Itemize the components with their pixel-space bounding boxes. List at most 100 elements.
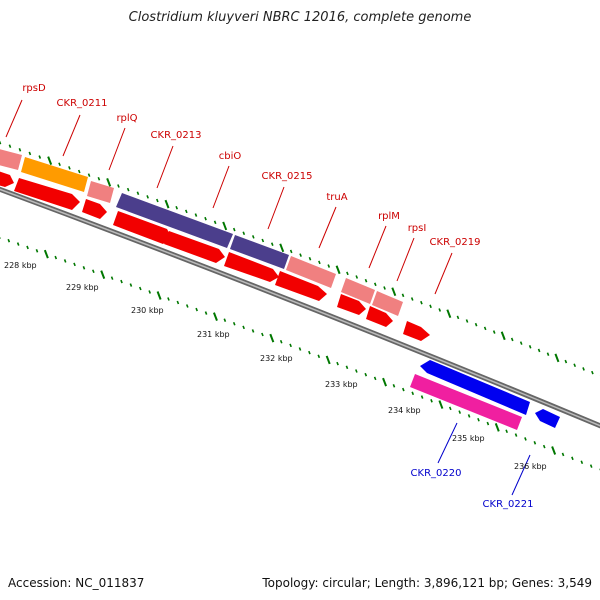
gene-label-rpsI[interactable]: rpsI	[408, 223, 427, 234]
minor-tick	[298, 347, 302, 351]
gene-label-rplQ[interactable]: rplQ	[116, 113, 137, 124]
major-tick	[212, 312, 218, 321]
gene-label-cbiO[interactable]: cbiO	[219, 151, 242, 162]
gene-label-rpsD[interactable]: rpsD	[22, 83, 46, 94]
minor-tick	[63, 259, 67, 263]
minor-tick	[68, 166, 71, 170]
minor-tick	[573, 363, 577, 368]
gene-block-rplQ[interactable]	[87, 181, 114, 203]
minor-tick	[308, 256, 312, 261]
minor-tick	[317, 354, 321, 359]
kbp-label: 234 kbp	[388, 406, 421, 415]
minor-tick	[232, 321, 236, 326]
major-tick	[269, 333, 275, 343]
gene-block-CKR_0213[interactable]	[116, 193, 233, 248]
gene-label-CKR_0219[interactable]: CKR_0219	[430, 237, 481, 248]
minor-tick	[195, 307, 198, 312]
genome-backbone	[0, 186, 600, 429]
label-leader-lines	[5, 99, 531, 496]
minor-tick	[510, 337, 514, 342]
inner-tick-ring	[0, 236, 600, 471]
minor-tick	[401, 293, 405, 298]
minor-tick	[77, 169, 81, 174]
minor-tick	[261, 332, 264, 337]
minor-tick	[138, 286, 142, 291]
gene-label-truA[interactable]: truA	[326, 192, 347, 203]
minor-tick	[120, 279, 123, 284]
major-tick	[106, 178, 112, 187]
gene-block-CKR_0211[interactable]	[21, 157, 88, 192]
minor-tick	[308, 350, 311, 355]
minor-tick	[486, 421, 490, 426]
minor-tick	[223, 318, 227, 322]
minor-tick	[185, 304, 189, 308]
minor-tick	[251, 235, 255, 239]
minor-tick	[505, 429, 508, 434]
minor-tick	[410, 297, 414, 301]
minor-tick	[242, 231, 246, 236]
gene-arrow-CKR_0213[interactable]	[113, 211, 172, 244]
gene-arrow-CKR_0219[interactable]	[403, 321, 430, 341]
minor-tick	[204, 216, 207, 221]
gene-label-rplM[interactable]: rplM	[378, 211, 400, 222]
gene-arrow-cbiO[interactable]	[164, 231, 225, 263]
minor-tick	[136, 191, 140, 196]
minor-tick	[429, 304, 432, 309]
gene-arrow-CKR_0220-blue[interactable]	[420, 360, 530, 415]
minor-tick	[373, 282, 377, 287]
gene-label-CKR_0221[interactable]: CKR_0221	[483, 499, 534, 510]
gene-block-CKR_0220-pink[interactable]	[410, 374, 522, 430]
gene-block-truA[interactable]	[341, 278, 375, 304]
gene-arrow-CKR_0211[interactable]	[14, 178, 80, 210]
minor-tick	[232, 227, 236, 232]
gene-block-rpsD[interactable]	[0, 148, 22, 170]
minor-tick	[514, 433, 518, 437]
gene-arrow-rpsD[interactable]	[0, 170, 14, 187]
minor-tick	[483, 326, 487, 331]
minor-tick	[589, 464, 593, 468]
gene-arrow-CKR_0215[interactable]	[224, 252, 279, 282]
gene-labels: rpsD CKR_0211 rplQ CKR_0213 cbiO CKR_021…	[22, 83, 533, 510]
gene-arrow-truA[interactable]	[275, 271, 327, 301]
minor-tick	[411, 391, 415, 396]
minor-tick	[175, 205, 179, 210]
minor-tick	[126, 187, 130, 192]
minor-tick	[73, 262, 76, 267]
gene-block-rplM[interactable]	[372, 291, 403, 316]
accession-text: Accession: NC_011837	[8, 576, 145, 590]
minor-tick	[465, 319, 469, 323]
gene-label-CKR_0220[interactable]: CKR_0220	[411, 468, 462, 479]
minor-tick	[28, 151, 32, 156]
minor-tick	[355, 369, 358, 373]
kbp-label: 232 kbp	[260, 354, 293, 363]
gene-block-cbiO[interactable]	[230, 235, 289, 269]
minor-tick	[533, 440, 537, 445]
major-tick	[382, 377, 388, 387]
gene-arrow-CKR_0221[interactable]	[535, 409, 560, 428]
minor-tick	[185, 209, 188, 214]
gene-arrow-rplM[interactable]	[337, 294, 366, 315]
gene-label-CKR_0213[interactable]: CKR_0213	[151, 130, 202, 141]
minor-tick	[524, 437, 527, 441]
minor-tick	[82, 266, 86, 270]
major-tick	[164, 199, 170, 209]
minor-tick	[448, 406, 452, 411]
gene-arrow-rpsI[interactable]	[366, 306, 393, 327]
minor-tick	[346, 271, 349, 276]
minor-tick	[289, 249, 293, 254]
gene-label-CKR_0211[interactable]: CKR_0211	[57, 98, 108, 109]
gene-label-CKR_0215[interactable]: CKR_0215	[262, 171, 313, 182]
major-tick	[325, 355, 331, 365]
gene-arrow-rplQ[interactable]	[82, 199, 107, 219]
minor-tick	[92, 269, 95, 274]
outer-forward-track	[0, 148, 403, 316]
minor-tick	[129, 283, 133, 287]
gene-block-CKR_0215[interactable]	[286, 256, 336, 288]
minor-tick	[251, 329, 255, 333]
major-tick	[100, 270, 106, 280]
minor-tick	[97, 176, 101, 181]
minor-tick	[438, 308, 442, 312]
minor-tick	[561, 452, 565, 457]
minor-tick	[458, 410, 462, 414]
